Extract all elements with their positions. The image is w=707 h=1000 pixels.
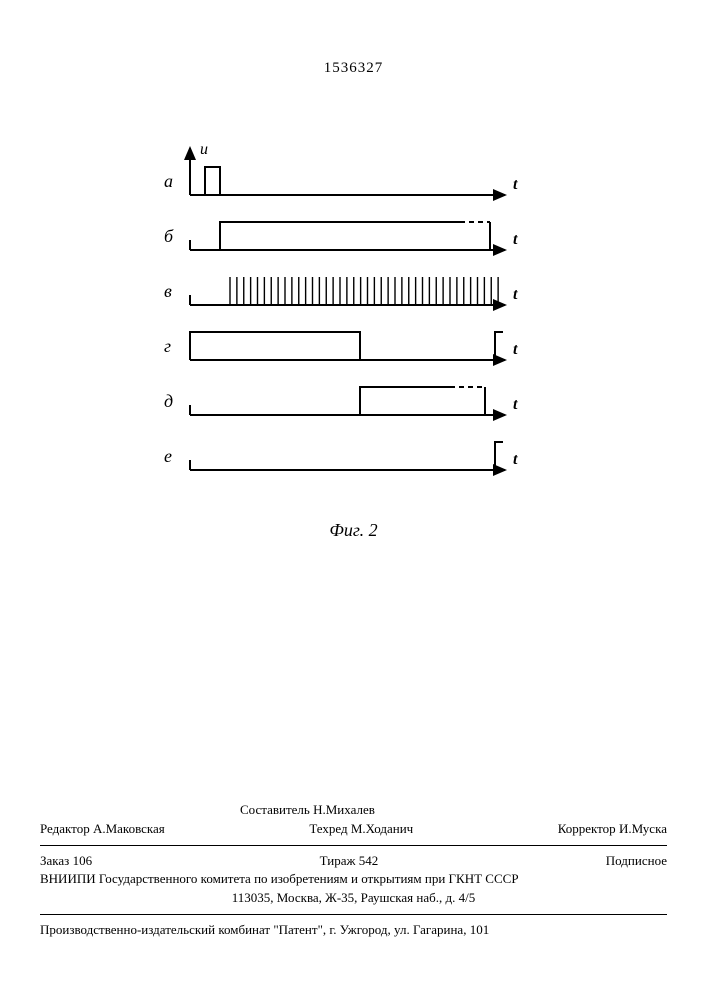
svg-text:t: t [513, 451, 518, 468]
svg-text:t: t [513, 396, 518, 413]
patent-number: 1536327 [0, 60, 707, 77]
timing-diagram: u а t б t в t г t д t е t [160, 140, 540, 520]
divider-1 [40, 845, 667, 846]
credits-row: Редактор А.Маковская Техред М.Ходанич Ко… [40, 820, 667, 839]
svg-text:б: б [164, 226, 174, 246]
divider-2 [40, 914, 667, 915]
composer-name: Н.Михалев [313, 802, 375, 817]
svg-text:е: е [164, 446, 172, 466]
order-row: Заказ 106 Тираж 542 Подписное [40, 852, 667, 871]
svg-text:u: u [200, 141, 208, 158]
footer-block: Составитель Н.Михалев Редактор А.Маковск… [40, 801, 667, 940]
composer-label: Составитель [240, 802, 310, 817]
subscription-label: Подписное [606, 852, 667, 871]
tirage-number: 542 [359, 853, 379, 868]
techred-label: Техред [309, 821, 347, 836]
org-line1: ВНИИПИ Государственного комитета по изоб… [40, 870, 667, 889]
svg-text:в: в [164, 281, 172, 301]
editor-label: Редактор [40, 821, 90, 836]
svg-text:д: д [164, 391, 173, 411]
svg-text:t: t [513, 231, 518, 248]
tirage-label: Тираж [320, 853, 356, 868]
org-line2: 113035, Москва, Ж-35, Раушская наб., д. … [40, 889, 667, 908]
corrector-label: Корректор [558, 821, 616, 836]
page-root: 1536327 u а t б t в t г t д t е t Фиг. 2 Составитель… [0, 0, 707, 1000]
corrector-name: И.Муска [619, 821, 667, 836]
figure-caption: Фиг. 2 [0, 520, 707, 541]
svg-text:t: t [513, 341, 518, 358]
press-line: Производственно-издательский комбинат "П… [40, 921, 667, 940]
order-number: 106 [73, 853, 93, 868]
editor-name: А.Маковская [93, 821, 165, 836]
svg-text:г: г [164, 336, 171, 356]
techred-name: М.Ходанич [351, 821, 413, 836]
svg-text:а: а [164, 171, 173, 191]
svg-text:t: t [513, 176, 518, 193]
svg-text:t: t [513, 286, 518, 303]
order-label: Заказ [40, 853, 69, 868]
